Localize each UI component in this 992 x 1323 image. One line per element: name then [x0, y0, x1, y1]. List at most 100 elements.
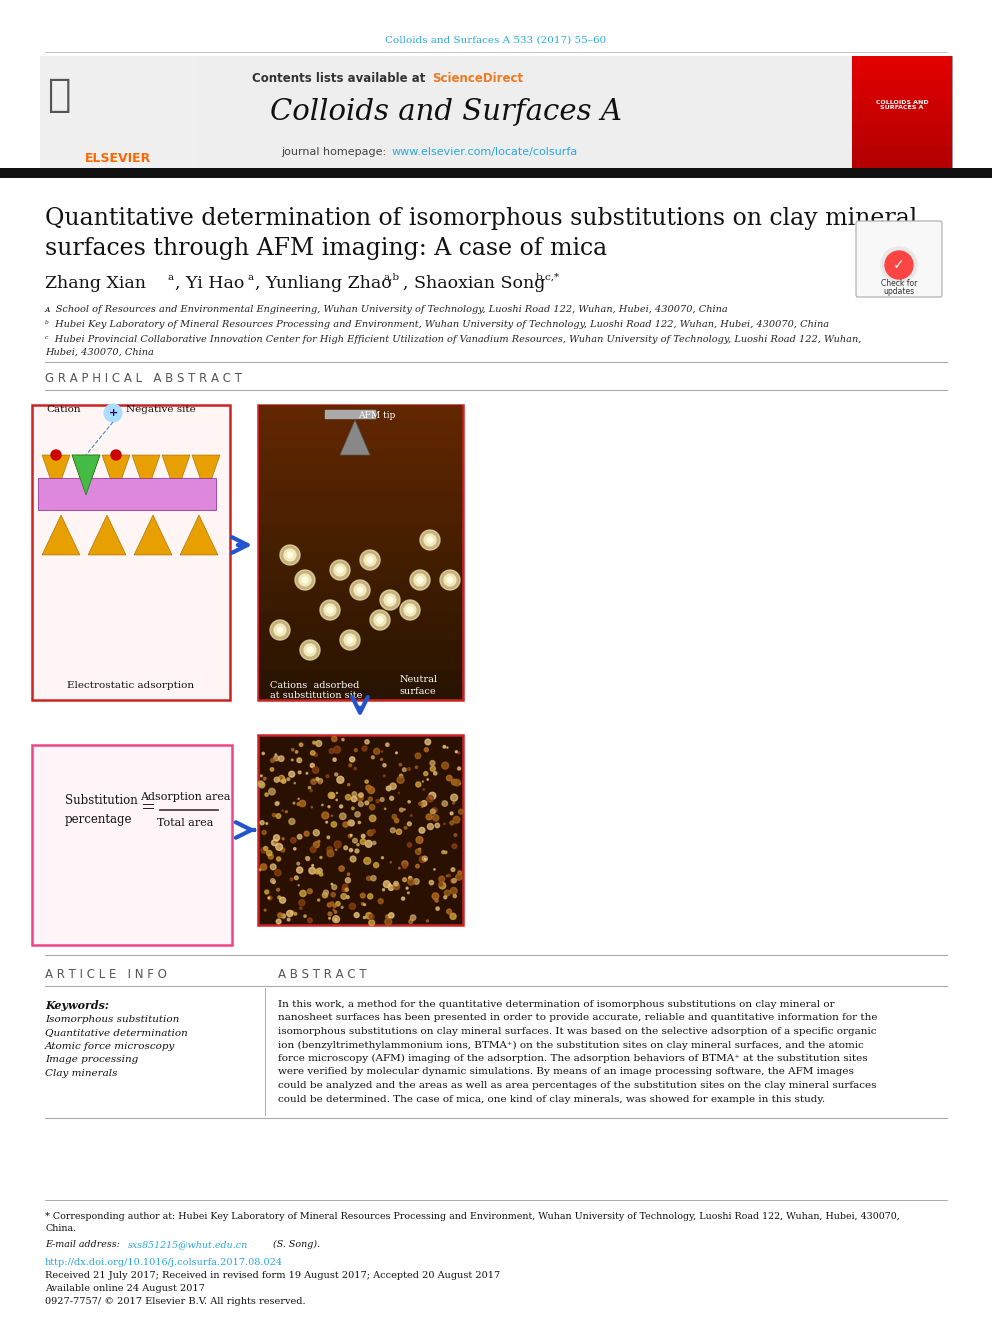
Bar: [259, 493, 462, 508]
Circle shape: [327, 607, 333, 613]
Circle shape: [310, 790, 312, 791]
Circle shape: [319, 782, 321, 785]
Circle shape: [408, 878, 415, 885]
Circle shape: [328, 912, 331, 916]
Circle shape: [396, 751, 398, 754]
Circle shape: [332, 885, 336, 889]
Text: could be determined. The case of mica, one kind of clay minerals, was showed for: could be determined. The case of mica, o…: [278, 1094, 825, 1103]
Text: Atomic force microscopy: Atomic force microscopy: [45, 1043, 176, 1050]
Circle shape: [360, 550, 380, 570]
Circle shape: [367, 830, 373, 836]
Circle shape: [295, 570, 315, 590]
Circle shape: [458, 871, 461, 875]
Text: ScienceDirect: ScienceDirect: [432, 71, 523, 85]
Circle shape: [439, 882, 445, 889]
Circle shape: [354, 583, 366, 595]
Text: G R A P H I C A L   A B S T R A C T: G R A P H I C A L A B S T R A C T: [45, 372, 242, 385]
Circle shape: [275, 869, 281, 876]
Circle shape: [438, 876, 444, 882]
Text: Contents lists available at: Contents lists available at: [253, 71, 430, 85]
Circle shape: [400, 808, 404, 812]
Bar: [38, 478, 216, 509]
Circle shape: [389, 913, 394, 918]
Circle shape: [450, 888, 457, 894]
Bar: [259, 434, 462, 448]
Text: a: a: [248, 273, 254, 282]
Circle shape: [361, 835, 365, 837]
Circle shape: [411, 916, 416, 921]
Circle shape: [274, 624, 286, 636]
Circle shape: [295, 876, 299, 880]
Bar: [852, 112, 952, 123]
Circle shape: [313, 841, 319, 848]
Circle shape: [259, 869, 261, 871]
Circle shape: [278, 913, 283, 918]
FancyBboxPatch shape: [856, 221, 942, 296]
Circle shape: [264, 778, 266, 781]
Circle shape: [321, 812, 328, 819]
Circle shape: [371, 755, 374, 759]
Circle shape: [424, 771, 428, 775]
Bar: [259, 405, 462, 419]
Circle shape: [408, 892, 410, 894]
Circle shape: [275, 754, 277, 755]
Circle shape: [327, 847, 332, 852]
Circle shape: [362, 746, 367, 751]
Circle shape: [408, 822, 412, 826]
Circle shape: [365, 800, 369, 804]
Circle shape: [383, 889, 385, 890]
Circle shape: [329, 792, 335, 798]
Circle shape: [262, 831, 266, 835]
Circle shape: [416, 753, 421, 758]
Circle shape: [408, 800, 411, 803]
Bar: [852, 78, 952, 90]
Circle shape: [300, 908, 302, 909]
Circle shape: [268, 896, 272, 900]
Circle shape: [450, 913, 456, 919]
Circle shape: [455, 750, 457, 753]
Text: , Yi Hao: , Yi Hao: [175, 274, 244, 291]
Circle shape: [425, 859, 426, 860]
Circle shape: [272, 840, 278, 845]
Circle shape: [291, 837, 296, 843]
Circle shape: [419, 802, 422, 806]
Text: Total area: Total area: [157, 818, 213, 828]
Circle shape: [350, 835, 352, 836]
Circle shape: [403, 767, 406, 771]
Circle shape: [404, 808, 405, 810]
Circle shape: [280, 897, 286, 904]
Circle shape: [349, 848, 352, 852]
Circle shape: [344, 634, 356, 646]
Circle shape: [409, 876, 412, 880]
Text: ion (benzyltrimethylammonium ions, BTMA⁺) on the substitution sites on clay mine: ion (benzyltrimethylammonium ions, BTMA⁺…: [278, 1040, 864, 1049]
Text: ELSEVIER: ELSEVIER: [85, 152, 151, 164]
Circle shape: [271, 758, 275, 762]
Bar: [852, 123, 952, 135]
Circle shape: [339, 865, 344, 872]
Circle shape: [443, 823, 445, 824]
Circle shape: [264, 909, 266, 912]
Circle shape: [372, 830, 375, 833]
Circle shape: [420, 531, 440, 550]
Circle shape: [273, 814, 276, 816]
Bar: [259, 655, 462, 669]
Circle shape: [360, 839, 366, 844]
Circle shape: [440, 570, 460, 590]
Text: A R T I C L E   I N F O: A R T I C L E I N F O: [45, 967, 167, 980]
Circle shape: [429, 792, 435, 799]
Circle shape: [258, 781, 264, 787]
Circle shape: [369, 804, 375, 810]
Circle shape: [458, 751, 459, 754]
Circle shape: [349, 763, 351, 767]
Circle shape: [348, 835, 351, 837]
Bar: [259, 448, 462, 464]
Circle shape: [416, 782, 421, 787]
Bar: [852, 157, 952, 168]
Circle shape: [403, 877, 407, 881]
Text: force microscopy (AFM) imaging of the adsorption. The adsorption behaviors of BT: force microscopy (AFM) imaging of the ad…: [278, 1054, 868, 1064]
Circle shape: [366, 913, 372, 919]
Circle shape: [368, 789, 370, 790]
Circle shape: [276, 844, 283, 851]
Circle shape: [304, 916, 307, 917]
Circle shape: [317, 840, 319, 843]
